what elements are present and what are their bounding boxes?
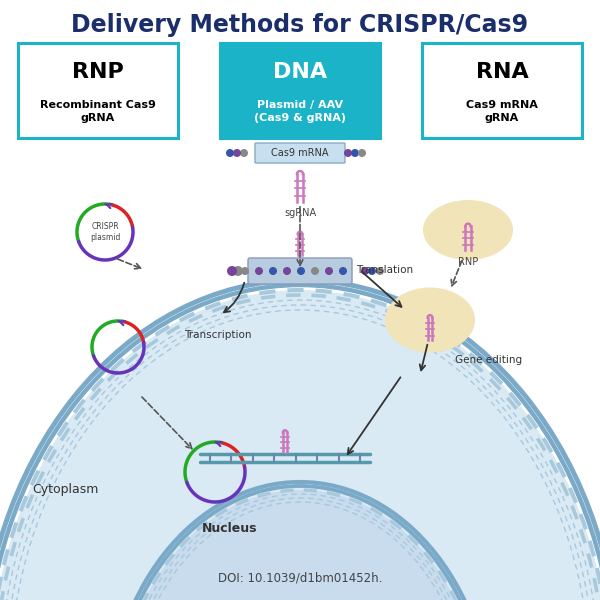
- FancyBboxPatch shape: [422, 43, 582, 138]
- Text: Nucleus: Nucleus: [202, 521, 258, 535]
- Circle shape: [297, 267, 305, 275]
- Text: Cas9 mRNA: Cas9 mRNA: [271, 148, 329, 158]
- Circle shape: [226, 149, 234, 157]
- Circle shape: [233, 266, 243, 276]
- Circle shape: [358, 149, 366, 157]
- Ellipse shape: [0, 290, 600, 600]
- FancyBboxPatch shape: [255, 143, 345, 163]
- Circle shape: [351, 149, 359, 157]
- Circle shape: [240, 149, 248, 157]
- Text: sgRNA: sgRNA: [284, 208, 316, 218]
- Circle shape: [241, 267, 249, 275]
- Circle shape: [255, 267, 263, 275]
- Circle shape: [344, 149, 352, 157]
- Circle shape: [227, 266, 237, 276]
- Ellipse shape: [423, 200, 513, 260]
- Text: Translation: Translation: [356, 265, 413, 275]
- Text: RNA: RNA: [476, 61, 529, 82]
- Text: Gene editing: Gene editing: [455, 355, 522, 365]
- Text: RNP: RNP: [72, 61, 124, 82]
- Circle shape: [325, 267, 333, 275]
- Circle shape: [311, 267, 319, 275]
- Circle shape: [361, 267, 369, 275]
- Ellipse shape: [115, 490, 485, 600]
- Ellipse shape: [385, 287, 475, 352]
- FancyBboxPatch shape: [248, 258, 352, 284]
- Text: DOI: 10.1039/d1bm01452h.: DOI: 10.1039/d1bm01452h.: [218, 571, 382, 584]
- Text: CRISPR
plasmid: CRISPR plasmid: [90, 222, 120, 242]
- Circle shape: [368, 267, 376, 275]
- Circle shape: [283, 267, 291, 275]
- Circle shape: [233, 149, 241, 157]
- Text: DNA: DNA: [273, 61, 327, 82]
- Circle shape: [269, 267, 277, 275]
- Text: Plasmid / AAV
(Cas9 & gRNA): Plasmid / AAV (Cas9 & gRNA): [254, 100, 346, 123]
- Text: Cas9 mRNA
gRNA: Cas9 mRNA gRNA: [466, 100, 538, 123]
- Text: Transcription: Transcription: [184, 330, 252, 340]
- FancyBboxPatch shape: [18, 43, 178, 138]
- Text: Recombinant Cas9
gRNA: Recombinant Cas9 gRNA: [40, 100, 156, 123]
- FancyBboxPatch shape: [0, 40, 600, 150]
- Circle shape: [376, 267, 384, 275]
- Text: Delivery Methods for CRISPR/Cas9: Delivery Methods for CRISPR/Cas9: [71, 13, 529, 37]
- Text: RNP: RNP: [458, 257, 478, 267]
- FancyBboxPatch shape: [220, 43, 380, 138]
- Text: Cytoplasm: Cytoplasm: [32, 484, 98, 497]
- Circle shape: [339, 267, 347, 275]
